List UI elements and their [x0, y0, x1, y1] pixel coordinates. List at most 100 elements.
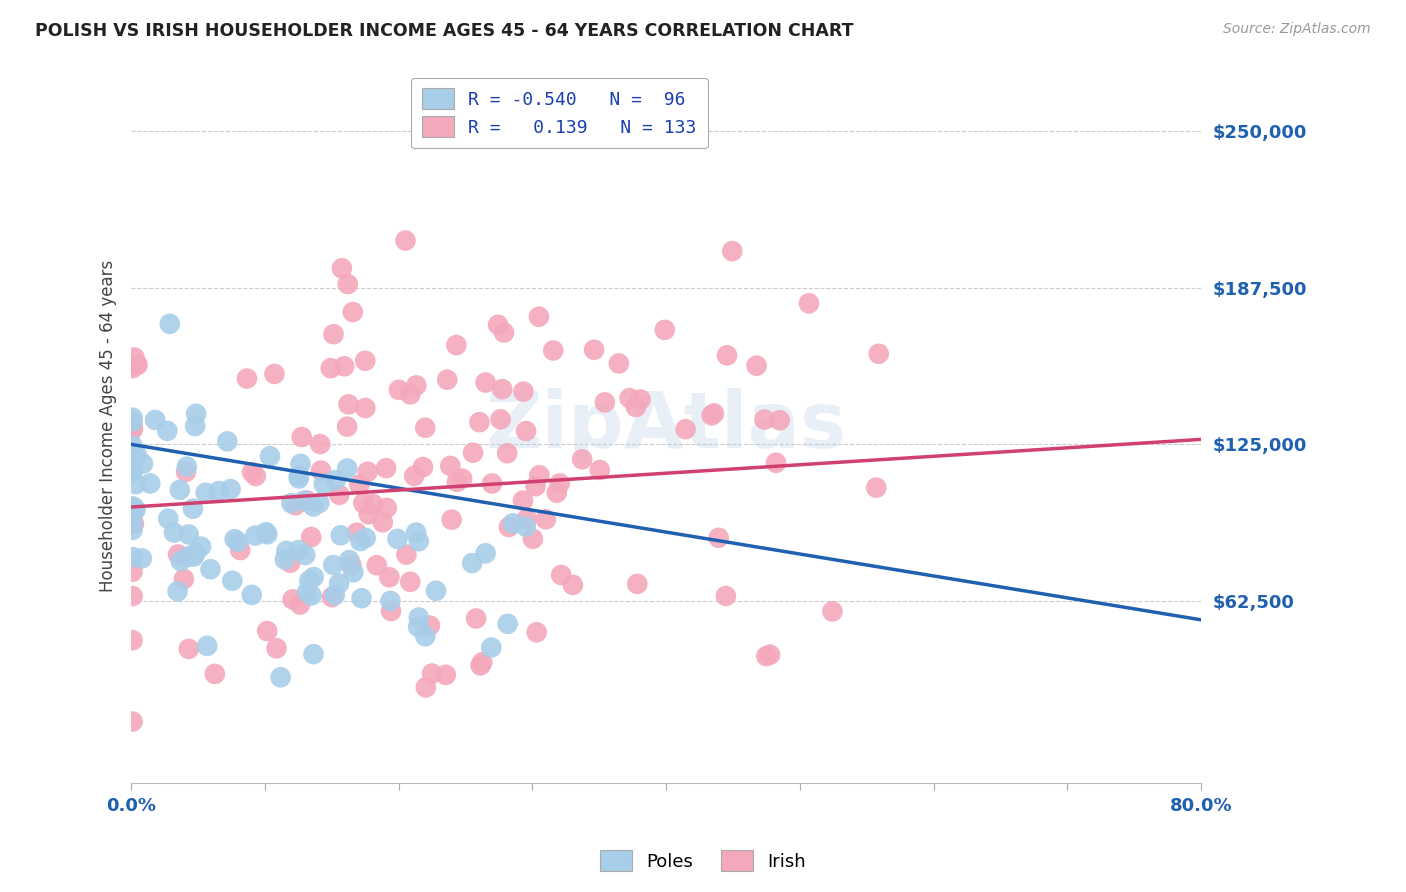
Point	[675, 422, 697, 436]
Point	[219, 482, 242, 496]
Point	[184, 419, 207, 434]
Point	[354, 401, 377, 415]
Point	[516, 512, 538, 526]
Point	[125, 357, 148, 371]
Point	[176, 459, 198, 474]
Point	[121, 549, 143, 564]
Point	[274, 552, 297, 566]
Point	[349, 534, 371, 549]
Point	[496, 446, 519, 460]
Point	[522, 532, 544, 546]
Point	[143, 413, 166, 427]
Point	[413, 421, 436, 435]
Point	[121, 439, 143, 453]
Point	[624, 400, 647, 414]
Point	[121, 502, 143, 516]
Point	[745, 359, 768, 373]
Point	[319, 361, 342, 376]
Point	[489, 412, 512, 426]
Point	[240, 465, 263, 479]
Point	[288, 468, 311, 483]
Point	[245, 528, 267, 542]
Point	[515, 424, 537, 438]
Point	[716, 348, 738, 362]
Point	[399, 574, 422, 589]
Point	[797, 296, 820, 310]
Point	[337, 553, 360, 567]
Point	[270, 670, 292, 684]
Point	[177, 527, 200, 541]
Point	[322, 558, 344, 572]
Point	[868, 347, 890, 361]
Point	[336, 277, 359, 291]
Point	[357, 508, 380, 522]
Point	[163, 525, 186, 540]
Point	[309, 437, 332, 451]
Point	[479, 640, 502, 655]
Point	[375, 461, 398, 475]
Point	[301, 589, 323, 603]
Point	[333, 359, 356, 374]
Point	[471, 655, 494, 669]
Point	[226, 534, 249, 549]
Point	[167, 548, 190, 562]
Point	[350, 591, 373, 606]
Point	[406, 620, 429, 634]
Point	[290, 457, 312, 471]
Point	[127, 358, 149, 372]
Point	[236, 371, 259, 385]
Point	[474, 376, 496, 390]
Point	[125, 449, 148, 463]
Point	[124, 503, 146, 517]
Point	[121, 414, 143, 428]
Point	[190, 540, 212, 554]
Point	[121, 457, 143, 471]
Point	[325, 473, 347, 487]
Point	[714, 589, 737, 603]
Point	[309, 464, 332, 478]
Point	[515, 519, 537, 533]
Point	[754, 412, 776, 426]
Point	[288, 471, 311, 485]
Point	[200, 562, 222, 576]
Point	[121, 444, 143, 458]
Point	[366, 558, 388, 573]
Point	[208, 483, 231, 498]
Point	[281, 592, 304, 607]
Point	[183, 549, 205, 564]
Point	[336, 419, 359, 434]
Point	[328, 576, 350, 591]
Point	[322, 327, 344, 342]
Point	[405, 378, 427, 392]
Point	[703, 406, 725, 420]
Point	[865, 481, 887, 495]
Legend: R = -0.540   N =  96, R =   0.139   N = 133: R = -0.540 N = 96, R = 0.139 N = 133	[411, 78, 707, 148]
Point	[121, 589, 143, 603]
Point	[302, 570, 325, 584]
Point	[323, 588, 346, 602]
Point	[121, 714, 143, 729]
Point	[263, 367, 285, 381]
Point	[156, 424, 179, 438]
Point	[439, 458, 461, 473]
Legend: Poles, Irish: Poles, Irish	[592, 843, 814, 879]
Point	[361, 497, 384, 511]
Point	[295, 493, 318, 508]
Point	[295, 585, 318, 599]
Point	[299, 530, 322, 544]
Point	[337, 397, 360, 411]
Point	[159, 317, 181, 331]
Point	[173, 572, 195, 586]
Point	[375, 500, 398, 515]
Point	[707, 531, 730, 545]
Point	[378, 570, 401, 584]
Point	[121, 523, 143, 537]
Point	[541, 343, 564, 358]
Point	[436, 373, 458, 387]
Point	[470, 658, 492, 673]
Point	[121, 466, 143, 480]
Point	[526, 625, 548, 640]
Point	[256, 624, 278, 638]
Point	[415, 681, 437, 695]
Point	[292, 493, 315, 508]
